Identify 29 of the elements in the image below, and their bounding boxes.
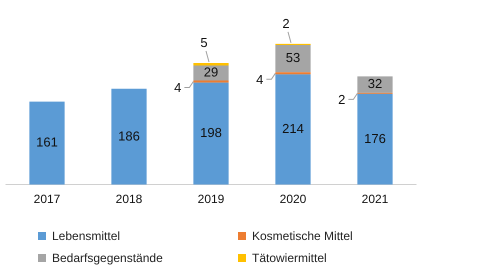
data-label: 186 [118,128,140,144]
data-label: 161 [36,134,58,150]
data-label: 2 [282,16,290,31]
bar [275,74,311,185]
x-tick-label: 2021 [362,192,389,206]
data-label: 4 [174,80,182,96]
x-tick-label: 2017 [34,192,61,206]
data-label: 214 [282,121,304,136]
x-tick-label: 2018 [116,192,143,206]
x-tick-label: 2019 [198,192,225,206]
data-label: 176 [364,130,386,146]
data-label: 4 [256,72,264,87]
bar [111,88,147,185]
data-label: 198 [200,125,222,140]
bar [193,62,229,66]
legend-label: Lebensmittel [52,229,120,243]
legend-label: Tätowiermittel [252,251,327,265]
x-tick-label: 2020 [280,192,307,206]
bar [357,94,393,185]
bar [29,102,65,185]
data-label: 32 [368,76,382,92]
bar [275,44,311,72]
data-label: 53 [286,50,300,66]
data-label: 5 [200,35,208,50]
legend-label: Bedarfsgegenstände [52,251,163,265]
data-label: 29 [204,64,218,80]
data-label: 2 [338,92,346,107]
legend-label: Kosmetische Mittel [252,229,353,243]
bar [193,82,229,185]
